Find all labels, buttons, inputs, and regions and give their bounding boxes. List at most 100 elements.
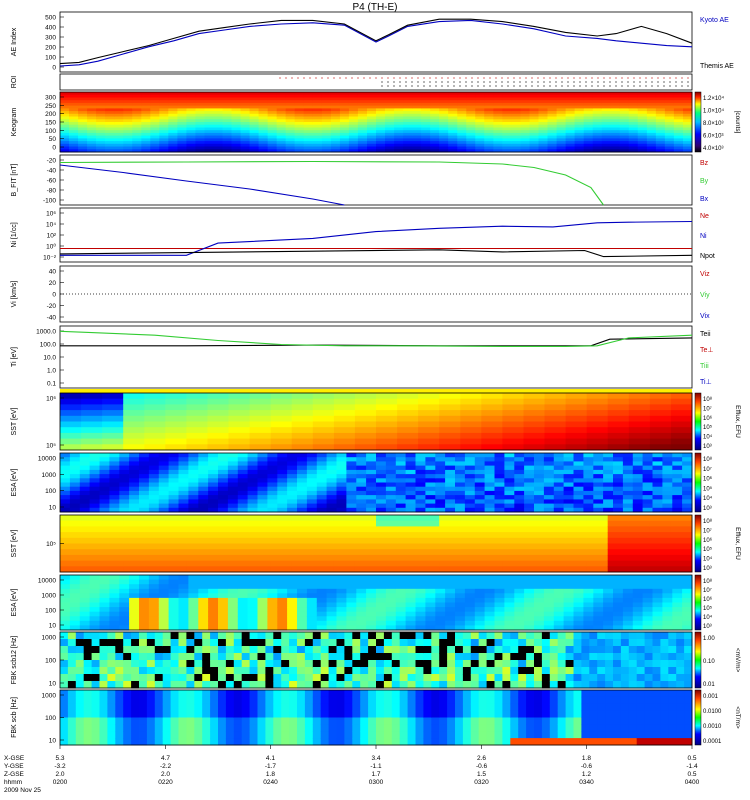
heatmap-cell bbox=[385, 97, 395, 101]
colorbar-tick-label: 4.0×10³ bbox=[703, 146, 724, 152]
heatmap-cell bbox=[114, 141, 124, 145]
heatmap-cell bbox=[455, 660, 464, 668]
heatmap-cell bbox=[581, 632, 590, 640]
heatmap-cell bbox=[376, 543, 398, 550]
heatmap-cell bbox=[109, 579, 120, 585]
heatmap-cell bbox=[367, 132, 377, 137]
heatmap-cell bbox=[395, 453, 407, 458]
heatmap-cell bbox=[60, 444, 82, 451]
heatmap-cell bbox=[544, 398, 567, 405]
heatmap-cell bbox=[563, 597, 574, 603]
heatmap-cell bbox=[69, 127, 79, 131]
heatmap-cell bbox=[642, 474, 653, 479]
heatmap-cell bbox=[348, 108, 359, 112]
heatmap-cell bbox=[346, 482, 357, 488]
heatmap-cell bbox=[682, 579, 693, 585]
heatmap-cell bbox=[227, 469, 239, 475]
panel-ylabel: AE Index bbox=[11, 27, 18, 56]
heatmap-cell bbox=[502, 108, 512, 112]
heatmap-cell bbox=[652, 579, 663, 585]
heatmap-cell bbox=[462, 667, 472, 675]
heatmap-cell bbox=[165, 520, 187, 527]
heatmap-cell bbox=[607, 410, 630, 417]
legend-entry: Themis AE bbox=[700, 63, 734, 70]
heatmap-cell bbox=[415, 478, 426, 483]
heatmap-cell bbox=[75, 738, 85, 746]
heatmap-cell bbox=[227, 499, 239, 505]
heatmap-cell bbox=[435, 482, 446, 488]
heatmap-cell bbox=[204, 138, 214, 142]
heatmap-cell bbox=[435, 465, 446, 471]
heatmap-cell bbox=[79, 584, 91, 590]
heatmap-cell bbox=[493, 108, 503, 112]
heatmap-cell bbox=[159, 113, 169, 117]
heatmap-cell bbox=[177, 97, 187, 101]
heatmap-cell bbox=[683, 116, 693, 120]
heatmap-cell bbox=[178, 667, 187, 675]
heatmap-cell bbox=[348, 146, 359, 150]
heatmap-cell bbox=[348, 119, 359, 123]
heatmap-cell bbox=[312, 102, 323, 107]
heatmap-cell bbox=[368, 653, 377, 661]
heatmap-cell bbox=[672, 507, 683, 513]
heatmap-cell bbox=[563, 486, 574, 492]
heatmap-cell bbox=[502, 135, 512, 139]
heatmap-cell bbox=[399, 674, 409, 682]
heatmap-cell bbox=[439, 108, 449, 112]
heatmap-cell bbox=[162, 738, 172, 746]
heatmap-cell bbox=[366, 593, 377, 599]
heatmap-cell bbox=[270, 427, 293, 434]
heatmap-cell bbox=[123, 141, 133, 145]
heatmap-cell bbox=[339, 111, 350, 115]
heatmap-cell bbox=[186, 410, 208, 417]
heatmap-cell bbox=[481, 404, 503, 411]
heatmap-cell bbox=[563, 602, 574, 608]
heatmap-cell bbox=[276, 130, 287, 134]
heatmap-cell bbox=[105, 138, 115, 142]
y-tick-label: 100 bbox=[45, 658, 56, 665]
heatmap-cell bbox=[83, 646, 93, 654]
heatmap-cell bbox=[60, 554, 82, 562]
heatmap-cell bbox=[139, 482, 150, 488]
heatmap-cell bbox=[277, 620, 288, 626]
heatmap-cell bbox=[652, 597, 663, 603]
heatmap-cell bbox=[69, 105, 79, 109]
heatmap-cell bbox=[644, 681, 653, 689]
heatmap-cell bbox=[281, 681, 290, 689]
heatmap-cell bbox=[502, 554, 524, 562]
heatmap-cell bbox=[448, 113, 458, 117]
heatmap-cell bbox=[405, 620, 416, 626]
heatmap-cell bbox=[154, 667, 164, 675]
heatmap-cell bbox=[69, 94, 79, 98]
heatmap-cell bbox=[430, 132, 440, 137]
heatmap-cell bbox=[583, 575, 594, 581]
heatmap-cell bbox=[249, 141, 260, 145]
heatmap-cell bbox=[538, 149, 548, 153]
heatmap-cell bbox=[81, 566, 103, 573]
heatmap-cell bbox=[486, 639, 495, 647]
heatmap-cell bbox=[481, 427, 503, 434]
heatmap-cell bbox=[632, 490, 644, 496]
heatmap-cell bbox=[670, 520, 693, 527]
heatmap-cell bbox=[273, 632, 282, 640]
heatmap-cell bbox=[494, 597, 505, 603]
heatmap-cell bbox=[69, 108, 79, 112]
heatmap-cell bbox=[204, 97, 214, 101]
heatmap-cell bbox=[524, 461, 535, 467]
figure-title: P4 (TH-E) bbox=[353, 2, 398, 13]
heatmap-cell bbox=[376, 490, 387, 496]
heatmap-cell bbox=[210, 717, 219, 725]
heatmap-cell bbox=[150, 135, 160, 139]
heatmap-cell bbox=[394, 105, 404, 109]
heatmap-cell bbox=[395, 611, 407, 617]
heatmap-cell bbox=[60, 620, 71, 626]
heatmap-cell bbox=[655, 143, 666, 147]
heatmap-cell bbox=[356, 495, 367, 500]
heatmap-cell bbox=[123, 130, 133, 134]
heatmap-cell bbox=[348, 127, 359, 131]
heatmap-cell bbox=[366, 486, 377, 492]
panel-fbk2: FBK scb [Hz]1000100100.0010.01000.00100.… bbox=[11, 689, 741, 746]
heatmap-cell bbox=[99, 653, 108, 661]
heatmap-cell bbox=[448, 108, 458, 112]
heatmap-cell bbox=[326, 575, 337, 581]
